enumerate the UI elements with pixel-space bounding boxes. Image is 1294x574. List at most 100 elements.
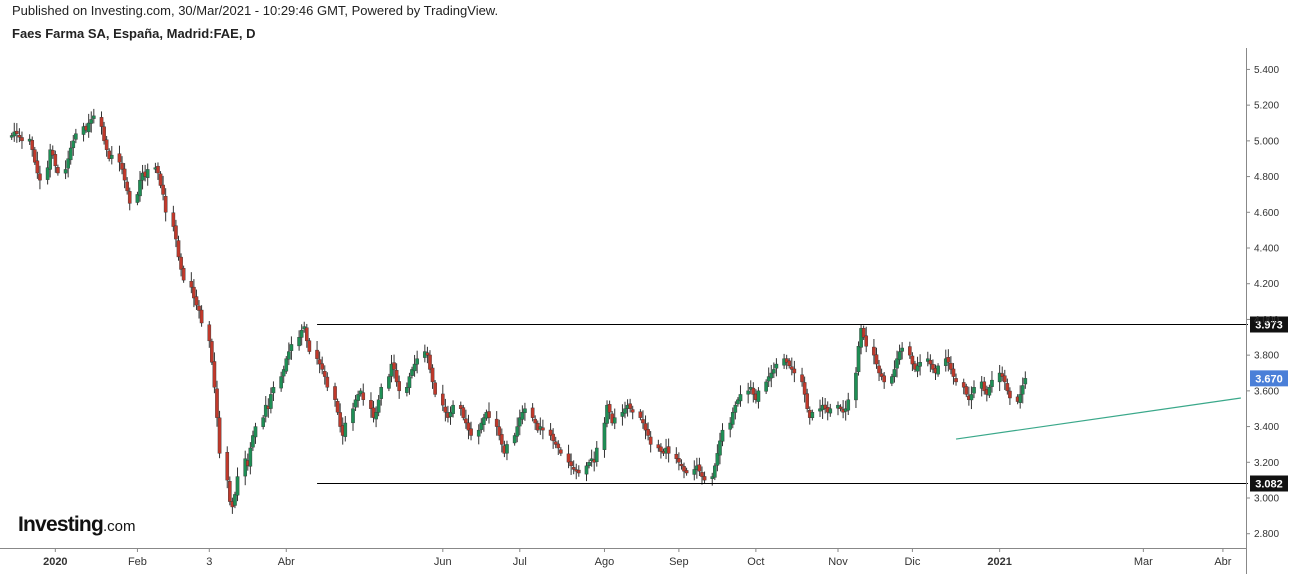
candle bbox=[1023, 371, 1028, 389]
candle-body bbox=[607, 404, 612, 413]
candle-body bbox=[918, 362, 922, 367]
candle bbox=[99, 111, 104, 135]
candle-body bbox=[623, 408, 627, 414]
candle bbox=[982, 376, 987, 395]
candle-body bbox=[1018, 394, 1022, 403]
candle bbox=[736, 397, 740, 407]
candle-body bbox=[17, 134, 22, 138]
candle-body bbox=[156, 165, 160, 174]
candle bbox=[210, 338, 214, 365]
candle bbox=[523, 402, 527, 421]
candle-body bbox=[730, 412, 735, 425]
candle bbox=[358, 388, 363, 397]
candle-body bbox=[405, 387, 409, 393]
candle-body bbox=[517, 417, 522, 427]
candle bbox=[263, 396, 268, 423]
y-tick-label: 3.400 bbox=[1254, 422, 1279, 433]
candle bbox=[517, 409, 522, 436]
candle bbox=[441, 384, 445, 412]
candle bbox=[248, 442, 253, 475]
candle-body bbox=[854, 372, 858, 401]
candle bbox=[102, 121, 106, 145]
candle-body bbox=[846, 399, 851, 411]
candle-body bbox=[369, 400, 373, 409]
candle-body bbox=[176, 240, 181, 258]
candle-body bbox=[494, 418, 499, 427]
candle bbox=[587, 459, 591, 469]
candle-body bbox=[351, 408, 355, 424]
candle bbox=[428, 350, 432, 374]
candle-body bbox=[556, 443, 561, 449]
candle-body bbox=[954, 378, 958, 383]
candle-body bbox=[397, 381, 401, 392]
candle bbox=[63, 160, 68, 180]
candle-body bbox=[1008, 390, 1012, 399]
candle bbox=[351, 402, 355, 431]
candle bbox=[641, 410, 645, 429]
candle-body bbox=[530, 407, 535, 418]
x-tick-label: 2020 bbox=[43, 556, 67, 568]
candle-body bbox=[628, 403, 632, 409]
candle bbox=[628, 398, 632, 413]
candle-body bbox=[45, 167, 50, 180]
candle-body bbox=[646, 429, 650, 436]
candle-body bbox=[594, 447, 599, 462]
x-tick-label: Abr bbox=[1214, 556, 1231, 568]
candle bbox=[443, 398, 448, 422]
candle bbox=[800, 367, 804, 387]
candle bbox=[466, 414, 471, 440]
candle-body bbox=[86, 122, 91, 133]
candle-body bbox=[197, 305, 201, 311]
candle-body bbox=[584, 465, 589, 475]
candle-body bbox=[728, 422, 733, 430]
candle-body bbox=[692, 469, 697, 475]
candle bbox=[451, 400, 455, 418]
candle-body bbox=[233, 494, 237, 506]
candle-body bbox=[897, 351, 902, 361]
candle bbox=[949, 356, 953, 375]
candle-body bbox=[666, 446, 671, 454]
candle bbox=[972, 380, 976, 399]
candle-body bbox=[9, 135, 14, 138]
candle-body bbox=[66, 158, 70, 169]
candle bbox=[541, 419, 545, 440]
x-tick-label: Oct bbox=[747, 556, 764, 568]
candle bbox=[638, 409, 643, 421]
candle bbox=[802, 376, 807, 403]
candle bbox=[189, 272, 194, 294]
candle-body bbox=[656, 444, 661, 449]
candle bbox=[505, 440, 509, 461]
candle bbox=[861, 325, 866, 340]
candle bbox=[700, 466, 704, 485]
candle bbox=[109, 146, 114, 165]
y-tick-label: 4.800 bbox=[1254, 172, 1279, 183]
candle bbox=[315, 341, 319, 365]
candle-body bbox=[305, 327, 309, 342]
candle bbox=[207, 321, 212, 348]
candle bbox=[225, 446, 230, 489]
candle-body bbox=[987, 387, 992, 396]
candle bbox=[697, 457, 702, 477]
candle-body bbox=[548, 429, 553, 436]
candle-body bbox=[145, 169, 150, 178]
candle-body bbox=[48, 149, 52, 170]
candle bbox=[577, 465, 581, 477]
candle-body bbox=[949, 362, 953, 370]
y-tick-label: 3.000 bbox=[1254, 494, 1279, 505]
candle-body bbox=[964, 386, 969, 395]
candle-body bbox=[199, 309, 204, 324]
candle bbox=[343, 416, 348, 442]
candle bbox=[163, 188, 168, 222]
candle-body bbox=[746, 390, 750, 395]
candle-body bbox=[138, 179, 142, 197]
candle bbox=[135, 191, 140, 206]
candle-body bbox=[482, 417, 486, 425]
candle-body bbox=[158, 173, 163, 186]
candle-body bbox=[50, 150, 55, 156]
candle-body bbox=[569, 461, 573, 467]
candle-body bbox=[620, 412, 625, 417]
candle bbox=[322, 365, 327, 385]
candle bbox=[299, 324, 304, 346]
candle bbox=[910, 352, 915, 372]
